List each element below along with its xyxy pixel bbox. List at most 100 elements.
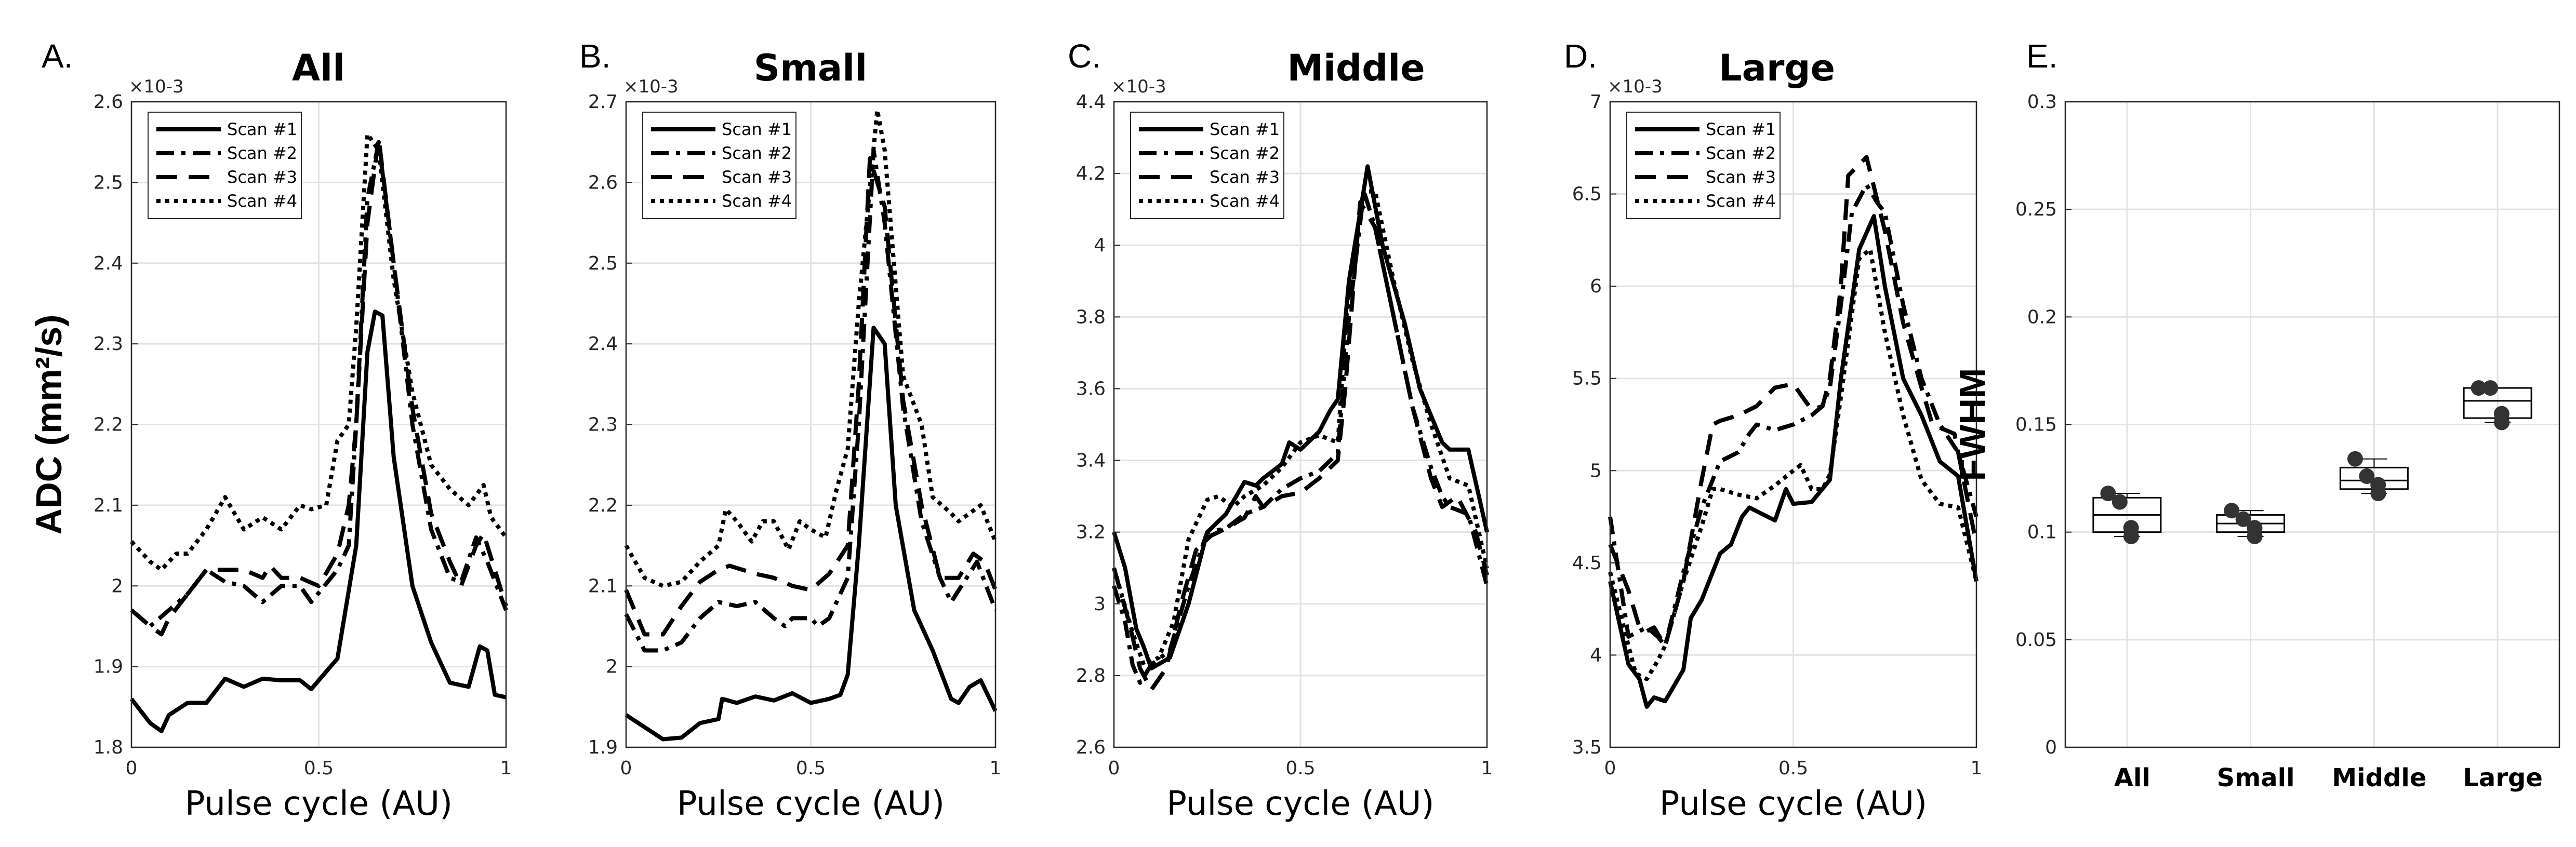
x-tick-label: 0.5	[1285, 758, 1315, 779]
series-line-scan-3	[1608, 155, 1979, 648]
data-point	[2482, 380, 2499, 396]
legend-label: Scan #4	[1706, 191, 1776, 211]
y-tick-label: 4	[1094, 235, 1106, 256]
y-tick-label: 2.3	[588, 414, 618, 436]
y-tick-label: 2.6	[588, 172, 618, 193]
panel-letter: C.	[1068, 37, 1101, 75]
legend-label: Scan #1	[1706, 119, 1776, 139]
x-tick-label: 0.5	[1778, 758, 1808, 779]
y-axis-label: FWHM	[1952, 368, 1993, 481]
panel-4: D. Large 3.5 4 4.5 5 5.5 6 6.5 7 0 0.5 1 ×10-3 Scan #1…	[1564, 37, 1982, 823]
y-tick-label: 6.5	[1572, 184, 1602, 205]
y-multiplier: ×10-3	[129, 76, 184, 97]
legend-label: Scan #1	[722, 119, 792, 139]
legend-label: Scan #2	[722, 143, 792, 163]
data-point	[2471, 380, 2487, 396]
x-tick-label: 0	[126, 758, 138, 779]
x-tick-label: 1	[1971, 758, 1983, 779]
x-tick-label: 0.5	[796, 758, 826, 779]
box-middle	[2339, 451, 2409, 502]
legend-label: Scan #2	[1210, 143, 1280, 163]
x-tick-label: 0	[620, 758, 632, 779]
legend: Scan #1 Scan #2 Scan #3 Scan #4	[1626, 112, 1781, 219]
legend-label: Scan #3	[722, 167, 792, 187]
legend: Scan #1 Scan #2 Scan #3 Scan #4	[1130, 112, 1284, 219]
series-line-scan-3	[1112, 200, 1489, 692]
series-line-scan-4	[1112, 189, 1489, 667]
box-small	[2216, 503, 2286, 544]
legend-label: Scan #4	[722, 191, 792, 211]
y-tick-label: 0.05	[2015, 629, 2057, 651]
y-tick-label: 0	[2045, 737, 2057, 758]
panel-letter: A.	[42, 37, 73, 75]
y-tick-label: 4.2	[1076, 163, 1106, 184]
data-point	[2359, 468, 2375, 484]
y-multiplier: ×10-3	[1111, 76, 1166, 97]
legend-label: Scan #2	[1706, 143, 1776, 163]
legend: Scan #1 Scan #2 Scan #3 Scan #4	[148, 112, 302, 219]
panel-2: B. Small 1.9 2 2.1 2.2 2.3 2.4 2.5 2.6 2.7 0 0.5 1 ×10…	[579, 37, 1001, 823]
x-axis-label: Pulse cycle (AU)	[677, 785, 945, 823]
y-tick-label: 3	[1094, 594, 1106, 615]
axes-frame	[625, 101, 997, 748]
data-point	[2100, 486, 2116, 502]
data-point	[2235, 511, 2251, 527]
y-tick-label: 2.6	[1076, 737, 1106, 758]
y-tick-label: 7	[1590, 91, 1602, 113]
data-point	[2123, 528, 2139, 544]
chart-title: Middle	[1287, 47, 1425, 89]
category-label: All	[2114, 763, 2150, 792]
series-line-scan-1	[129, 310, 507, 733]
legend-label: Scan #2	[227, 143, 297, 163]
y-tick-label: 2.2	[94, 414, 123, 436]
series-line-scan-4	[1608, 247, 1979, 681]
legend-box	[642, 112, 796, 219]
y-tick-label: 2.5	[588, 253, 618, 274]
y-tick-label: 3.4	[1076, 450, 1106, 472]
data-point	[2247, 528, 2263, 544]
y-tick-label: 2.4	[94, 253, 123, 274]
y-tick-label: 1.9	[94, 656, 123, 678]
series-line-scan-2	[624, 148, 998, 653]
y-tick-label: 2	[111, 575, 123, 597]
panel-1: A. All 1.8 1.9 2 2.1 2.2 2.3 2.4 2.5 2.6 0 0.5 1 ×10-3…	[29, 37, 512, 823]
y-multiplier: ×10-3	[1608, 76, 1663, 97]
series-line-scan-4	[624, 107, 998, 588]
x-tick-label: 0	[1604, 758, 1616, 779]
series-line-scan-3	[130, 136, 508, 637]
x-tick-label: 0	[1108, 758, 1120, 779]
legend-label: Scan #3	[1706, 167, 1776, 187]
box-large	[2463, 380, 2532, 431]
data-point	[2347, 451, 2363, 467]
y-axis-label: ADC (mm²/s)	[29, 315, 69, 535]
legend-label: Scan #4	[1210, 191, 1280, 211]
y-tick-label: 1.9	[588, 737, 618, 758]
legend: Scan #1 Scan #2 Scan #3 Scan #4	[642, 112, 796, 219]
y-tick-label: 0.3	[2027, 91, 2057, 113]
y-multiplier: ×10-3	[623, 76, 679, 97]
y-tick-label: 2.8	[1076, 665, 1106, 687]
series-line-scan-3	[624, 156, 998, 637]
axes-frame	[2064, 101, 2560, 748]
series-line-scan-1	[1608, 214, 1979, 709]
y-tick-label: 3.2	[1076, 522, 1106, 543]
y-tick-label: 0.15	[2015, 414, 2057, 436]
y-tick-label: 4	[1590, 644, 1602, 666]
x-axis-label: Pulse cycle (AU)	[1659, 785, 1927, 823]
axes-frame	[1609, 101, 1977, 748]
chart-title: All	[292, 47, 345, 89]
legend-label: Scan #3	[227, 167, 297, 187]
panel-letter: E.	[2026, 37, 2057, 75]
chart-title: Small	[754, 47, 868, 89]
y-tick-label: 6	[1590, 276, 1602, 297]
series-line-scan-4	[130, 132, 508, 572]
legend-label: Scan #3	[1210, 167, 1280, 187]
y-tick-label: 0.25	[2015, 199, 2057, 220]
y-tick-label: 5	[1590, 460, 1602, 481]
x-axis-label: Pulse cycle (AU)	[1166, 785, 1434, 823]
legend-label: Scan #1	[227, 119, 297, 139]
chart-title: Large	[1719, 47, 1835, 89]
